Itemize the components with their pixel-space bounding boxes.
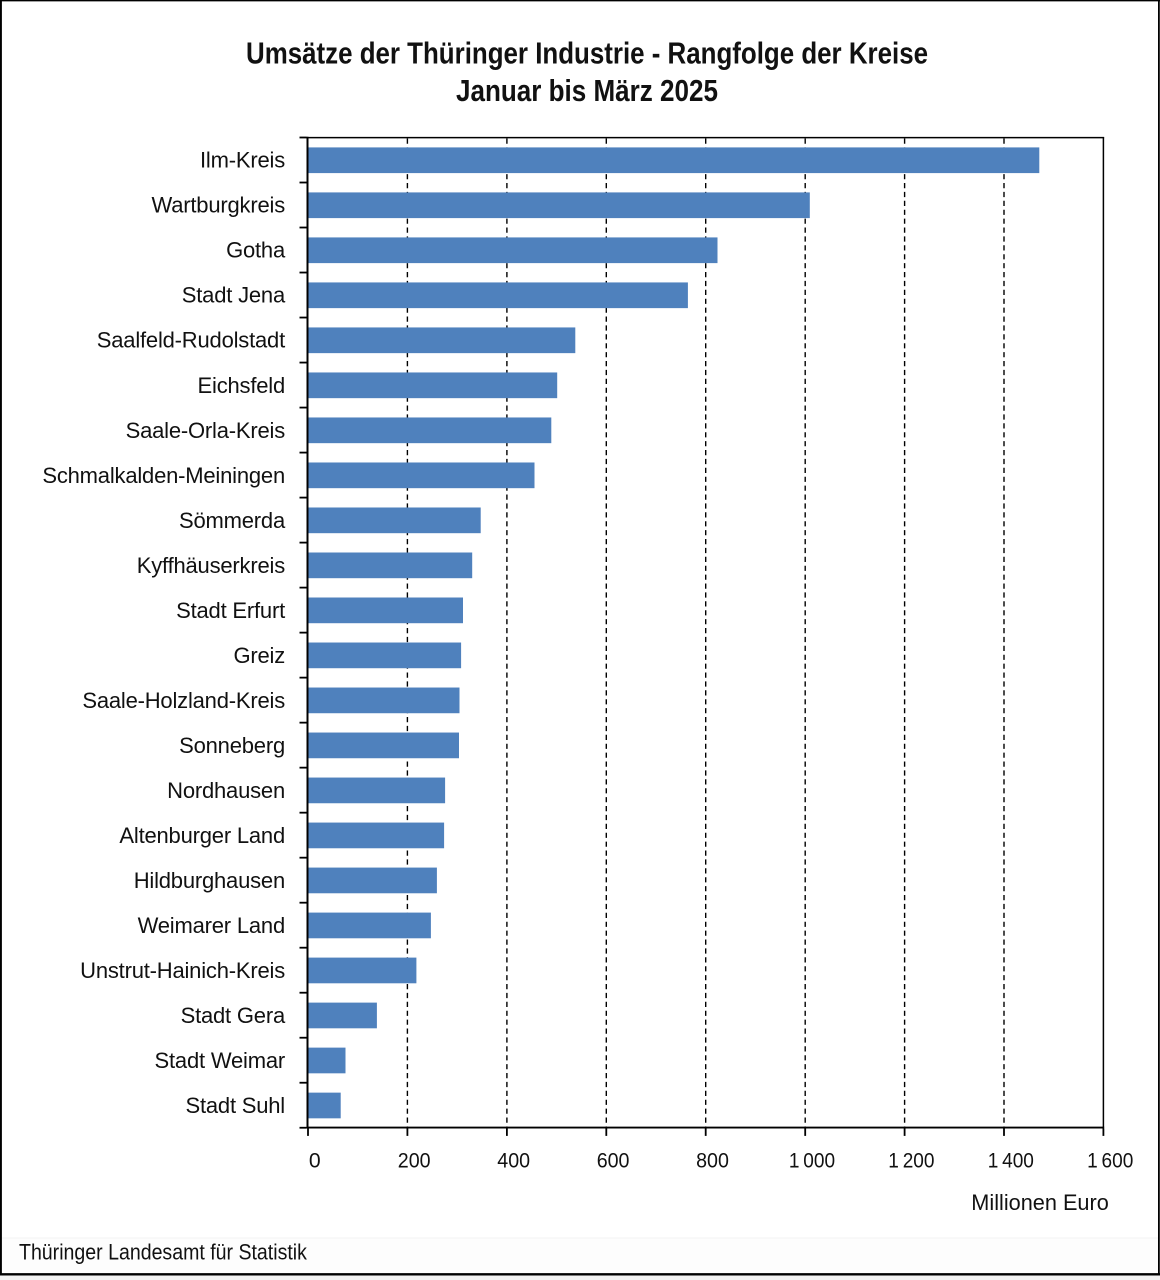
svg-text:Saale-Holzland-Kreis: Saale-Holzland-Kreis — [82, 688, 285, 713]
svg-text:800: 800 — [696, 1150, 729, 1173]
svg-text:1 200: 1 200 — [888, 1150, 934, 1173]
svg-text:Gotha: Gotha — [226, 238, 286, 263]
svg-text:1 000: 1 000 — [789, 1150, 835, 1173]
svg-text:0: 0 — [309, 1150, 321, 1173]
svg-text:Eichsfeld: Eichsfeld — [198, 373, 285, 398]
svg-text:1 400: 1 400 — [988, 1150, 1034, 1173]
svg-text:Stadt Erfurt: Stadt Erfurt — [176, 598, 285, 623]
svg-text:Stadt Jena: Stadt Jena — [182, 283, 286, 308]
svg-text:Saale-Orla-Kreis: Saale-Orla-Kreis — [126, 418, 286, 443]
svg-text:Altenburger Land: Altenburger Land — [119, 823, 285, 848]
svg-text:1 600: 1 600 — [1087, 1150, 1133, 1173]
svg-text:Ilm-Kreis: Ilm-Kreis — [200, 148, 285, 173]
svg-text:Januar bis März 2025: Januar bis März 2025 — [456, 73, 718, 108]
svg-text:400: 400 — [497, 1150, 530, 1173]
svg-text:200: 200 — [398, 1150, 431, 1173]
svg-text:Millionen Euro: Millionen Euro — [971, 1190, 1109, 1215]
svg-text:Weimarer Land: Weimarer Land — [138, 913, 285, 938]
svg-text:Stadt Suhl: Stadt Suhl — [185, 1093, 285, 1118]
svg-text:Schmalkalden-Meiningen: Schmalkalden-Meiningen — [42, 463, 285, 488]
svg-text:Sömmerda: Sömmerda — [179, 508, 286, 533]
svg-text:Saalfeld-Rudolstadt: Saalfeld-Rudolstadt — [97, 328, 285, 353]
svg-text:Greiz: Greiz — [233, 643, 285, 668]
svg-text:Nordhausen: Nordhausen — [167, 778, 285, 803]
svg-text:Stadt Weimar: Stadt Weimar — [155, 1048, 285, 1073]
svg-text:Thüringer Landesamt für Statis: Thüringer Landesamt für Statistik — [19, 1239, 308, 1264]
svg-text:Unstrut-Hainich-Kreis: Unstrut-Hainich-Kreis — [80, 958, 285, 983]
svg-text:Sonneberg: Sonneberg — [179, 733, 285, 758]
svg-text:Stadt Gera: Stadt Gera — [181, 1003, 286, 1028]
svg-text:Hildburghausen: Hildburghausen — [134, 868, 285, 893]
svg-text:Wartburgkreis: Wartburgkreis — [151, 193, 285, 218]
svg-text:600: 600 — [597, 1150, 630, 1173]
svg-text:Umsätze der Thüringer Industri: Umsätze der Thüringer Industrie - Rangfo… — [246, 36, 928, 71]
svg-text:Kyffhäuserkreis: Kyffhäuserkreis — [137, 553, 285, 578]
